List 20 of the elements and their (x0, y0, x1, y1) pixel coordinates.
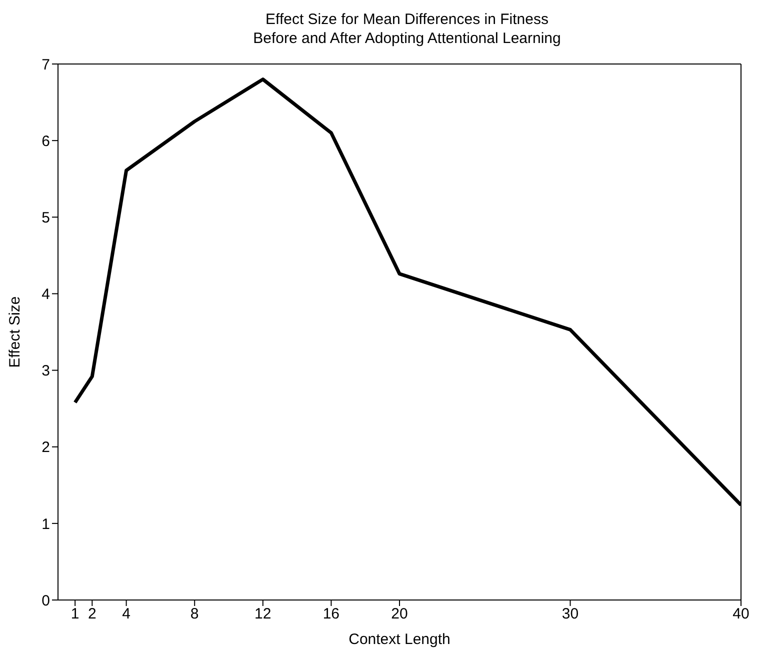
x-tick-label: 4 (122, 606, 130, 623)
x-tick-label: 40 (732, 606, 750, 623)
y-tick-label: 3 (42, 362, 50, 380)
x-tick-label: 2 (88, 606, 96, 623)
y-tick-label: 6 (42, 132, 50, 150)
x-axis-title: Context Length (348, 631, 450, 648)
y-tick-label: 4 (42, 286, 50, 304)
y-tick-label: 1 (42, 516, 50, 533)
x-tick-label: 1 (70, 606, 80, 623)
x-tick-label: 8 (190, 606, 199, 623)
x-tick-label: 30 (562, 606, 579, 623)
x-tick-label: 16 (322, 606, 340, 623)
y-tick-label: 2 (42, 439, 50, 456)
x-tick-label: 20 (391, 606, 408, 623)
y-tick-label: 5 (42, 209, 50, 226)
chart-title: Effect Size for Mean Differences in Fitness Before and After Adopting Attentional Learning (252, 10, 562, 48)
x-tick-label: 12 (254, 606, 272, 623)
y-axis-title: Effect Size (6, 296, 24, 368)
y-tick-label: 7 (42, 56, 50, 74)
y-tick-label: 0 (42, 592, 50, 610)
